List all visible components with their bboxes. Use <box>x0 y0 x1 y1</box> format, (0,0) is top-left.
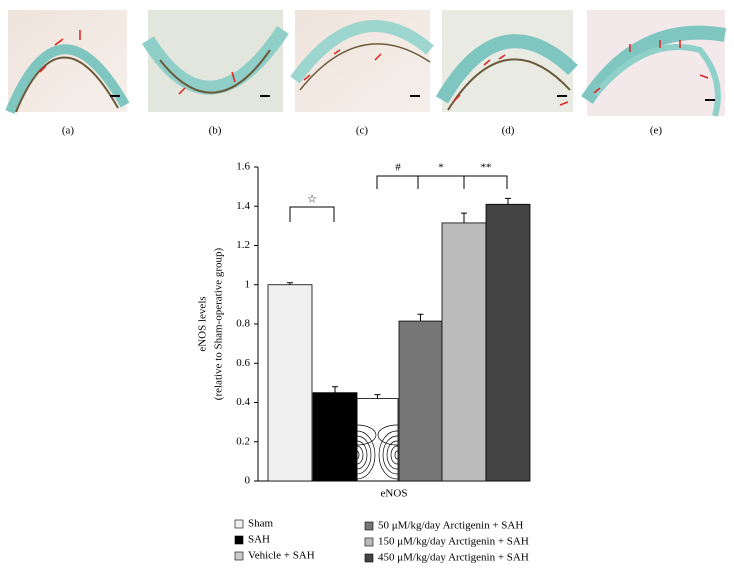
error-bar <box>461 212 467 223</box>
micrographs: (a) (b) (c) (d) (e) <box>5 10 727 137</box>
micrograph <box>290 10 434 112</box>
micrograph <box>581 10 727 117</box>
error-bar <box>332 386 338 393</box>
bracket <box>289 206 335 222</box>
panel-label: (c) <box>356 125 369 137</box>
annotation: ☆ <box>307 194 317 206</box>
panel-label: (e) <box>650 125 663 137</box>
panel-label: (a) <box>62 125 75 137</box>
bar <box>356 398 399 482</box>
bar <box>485 203 531 482</box>
legend-label: 50 μM/kg/day Arctigenin + SAH <box>378 520 523 532</box>
y-tick-label: 0.8 <box>236 318 250 330</box>
y-tick-label: 1.6 <box>236 161 250 173</box>
error-bar <box>417 313 424 322</box>
y-axis-label: eNOS levels <box>197 296 209 351</box>
annotation: # <box>395 162 401 174</box>
x-tick-label: eNOS <box>381 488 408 500</box>
legend-swatch <box>364 521 374 531</box>
y-axis-label: (relative to Sham-operative group) <box>213 247 225 400</box>
y-tick-label: 1.4 <box>236 200 250 212</box>
bar <box>398 320 443 482</box>
micrograph <box>142 10 289 112</box>
panel-label: (b) <box>209 125 222 137</box>
legend-swatch <box>364 553 374 563</box>
legend-swatch <box>234 519 244 529</box>
legend-label: Sham <box>248 518 274 530</box>
legend-label: 450 μM/kg/day Arctigenin + SAH <box>378 552 529 564</box>
legend-label: SAH <box>248 534 270 546</box>
bracket <box>376 175 508 189</box>
micrograph <box>435 10 578 112</box>
legend-swatch <box>364 537 374 547</box>
y-tick-label: 1 <box>245 278 251 290</box>
y-tick-label: 0 <box>245 475 251 487</box>
y-tick-label: 0.4 <box>236 396 250 408</box>
legend-swatch <box>234 535 244 545</box>
y-tick-label: 0.6 <box>236 357 250 369</box>
annotation: * <box>438 162 444 174</box>
y-tick-label: 1.2 <box>236 239 250 251</box>
legend-swatch <box>234 551 244 561</box>
error-bar <box>287 282 293 285</box>
error-bar <box>374 394 381 399</box>
bar <box>312 392 358 482</box>
annotation: ** <box>481 162 492 174</box>
panel-label: (d) <box>502 125 515 137</box>
legend-label: 150 μM/kg/day Arctigenin + SAH <box>378 536 529 548</box>
micrograph <box>5 10 130 114</box>
bar <box>267 284 313 482</box>
bar <box>441 222 487 482</box>
error-bar <box>505 197 511 205</box>
y-tick-label: 0.2 <box>236 435 250 447</box>
legend-label: Vehicle + SAH <box>248 550 315 562</box>
